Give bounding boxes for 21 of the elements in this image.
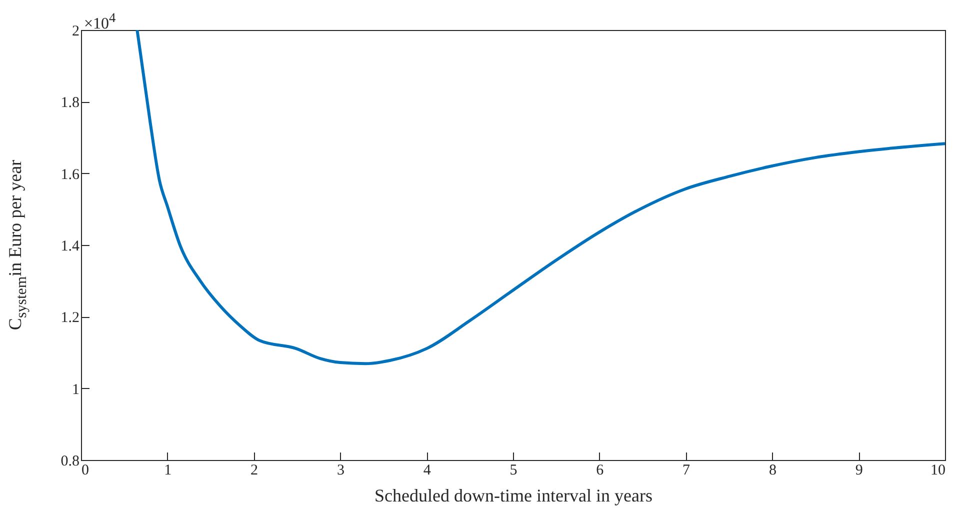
- x-tick-label: 2: [250, 462, 258, 478]
- x-tick-label: 6: [596, 462, 604, 478]
- line-series: [136, 30, 945, 366]
- x-tick-label: 7: [682, 462, 691, 478]
- x-tick-label: 9: [855, 462, 863, 478]
- x-tick-label: 5: [510, 462, 518, 478]
- annotation: ×10$^{4}$: [84, 10, 116, 34]
- x-axis-title: Scheduled down-time interval in years: [374, 486, 652, 506]
- x-tick-label: 8: [768, 462, 776, 478]
- y-tick-label: 0.8: [60, 454, 80, 470]
- x-tick-label: 10: [930, 462, 946, 478]
- x-tick-label: 4: [423, 462, 432, 478]
- y-tick-label: 2: [72, 24, 80, 40]
- y-tick-label: 1.8: [60, 95, 80, 112]
- y-tick-label: 1.6: [60, 166, 80, 183]
- x-tick-label: 0: [82, 462, 89, 478]
- x-tick-label: 3: [336, 462, 344, 478]
- x-tick-label: 1: [164, 462, 172, 478]
- y-tick-label: 1: [72, 382, 80, 398]
- y-tick-label: 1.2: [60, 310, 80, 326]
- y-tick-label: 1.4: [60, 238, 80, 254]
